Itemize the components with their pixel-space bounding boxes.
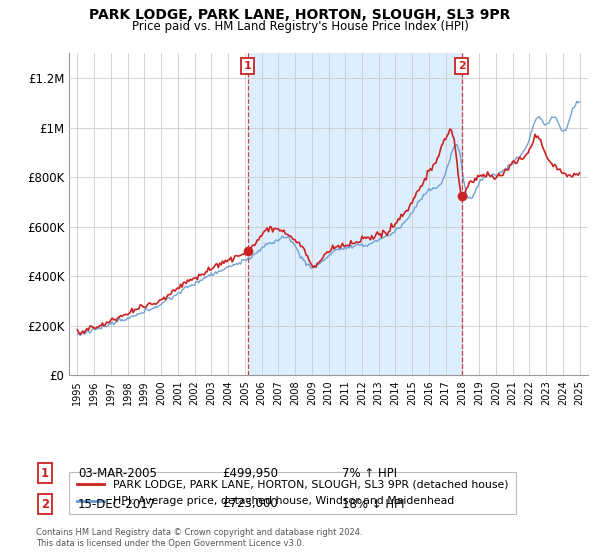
Text: PARK LODGE, PARK LANE, HORTON, SLOUGH, SL3 9PR: PARK LODGE, PARK LANE, HORTON, SLOUGH, S… — [89, 8, 511, 22]
Text: Contains HM Land Registry data © Crown copyright and database right 2024.
This d: Contains HM Land Registry data © Crown c… — [36, 528, 362, 548]
Text: 1: 1 — [41, 466, 49, 480]
Text: £723,000: £723,000 — [222, 497, 278, 511]
Legend: PARK LODGE, PARK LANE, HORTON, SLOUGH, SL3 9PR (detached house), HPI: Average pr: PARK LODGE, PARK LANE, HORTON, SLOUGH, S… — [69, 473, 515, 514]
Bar — [248, 53, 462, 375]
Text: Price paid vs. HM Land Registry's House Price Index (HPI): Price paid vs. HM Land Registry's House … — [131, 20, 469, 32]
Text: 2: 2 — [41, 497, 49, 511]
Text: 15-DEC-2017: 15-DEC-2017 — [78, 497, 156, 511]
Text: 2: 2 — [458, 61, 466, 71]
Text: 18% ↓ HPI: 18% ↓ HPI — [342, 497, 404, 511]
Text: £499,950: £499,950 — [222, 466, 278, 480]
Text: 7% ↑ HPI: 7% ↑ HPI — [342, 466, 397, 480]
Text: 1: 1 — [244, 61, 251, 71]
Text: 03-MAR-2005: 03-MAR-2005 — [78, 466, 157, 480]
